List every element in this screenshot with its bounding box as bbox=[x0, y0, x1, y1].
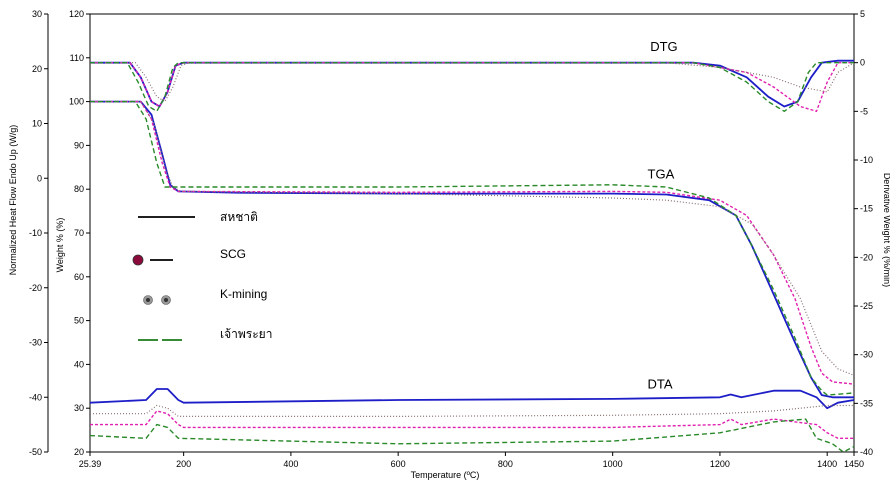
derivative-tick-label: -15 bbox=[860, 204, 873, 214]
tga-series-line bbox=[90, 100, 855, 396]
plot-frame bbox=[89, 13, 855, 453]
weight-tick-label: 120 bbox=[69, 9, 84, 19]
derivative-tick-label: 5 bbox=[860, 9, 865, 19]
x-tick-label: 200 bbox=[176, 459, 191, 469]
x-tick-label: 600 bbox=[391, 459, 406, 469]
x-tick-label: 1000 bbox=[603, 459, 623, 469]
derivative-tick-label: -35 bbox=[860, 398, 873, 408]
dta-series-line bbox=[90, 410, 854, 439]
heatflow-tick-label: 20 bbox=[32, 64, 42, 74]
heatflow-tick-label: 10 bbox=[32, 119, 42, 129]
derivative-tick-label: 0 bbox=[860, 58, 865, 68]
y-axis-title-derivative: Derivative Weight % (%/min) bbox=[882, 173, 890, 287]
curve-label-dta: DTA bbox=[648, 376, 673, 391]
legend-label: เจ้าพระยา bbox=[220, 327, 272, 341]
dta-series-line bbox=[90, 404, 854, 417]
heatflow-tick-label: -40 bbox=[29, 392, 42, 402]
x-tick-label: 400 bbox=[283, 459, 298, 469]
dtg-series-line bbox=[90, 62, 855, 103]
dta-series-line bbox=[89, 388, 855, 410]
weight-tick-label: 40 bbox=[74, 359, 84, 369]
curve-label-dtg: DTG bbox=[650, 39, 677, 54]
x-tick-label: 1200 bbox=[710, 459, 730, 469]
legend-label: SCG bbox=[220, 247, 246, 261]
derivative-tick-label: -25 bbox=[860, 301, 873, 311]
weight-tick-label: 70 bbox=[74, 228, 84, 238]
x-tick-label: 800 bbox=[498, 459, 513, 469]
legend-marker-core bbox=[164, 298, 168, 302]
curve-labels-layer: DTG TGA DTA bbox=[648, 39, 678, 391]
tga-series-line bbox=[90, 100, 855, 385]
heatflow-tick-label: 30 bbox=[32, 9, 42, 19]
weight-tick-label: 30 bbox=[74, 403, 84, 413]
x-tick-label: 25.39 bbox=[79, 459, 102, 469]
derivative-tick-label: -20 bbox=[860, 252, 873, 262]
x-tick-label: 1450 bbox=[844, 459, 864, 469]
dtg-series-line bbox=[90, 59, 854, 108]
tga-series-line bbox=[90, 100, 855, 376]
y-axis-title-heatflow: Normalized Heat Flow Endo Up (W/g) bbox=[8, 125, 18, 276]
dtg-series-line bbox=[90, 62, 854, 113]
dtg-series-line bbox=[90, 62, 854, 113]
heatflow-tick-label: -10 bbox=[29, 228, 42, 238]
legend-marker-swatch bbox=[132, 254, 144, 266]
legend: สหชาติ SCG K-mining เจ้าพระยา bbox=[132, 210, 272, 341]
weight-tick-label: 100 bbox=[69, 97, 84, 107]
legend-marker-core bbox=[146, 298, 150, 302]
derivative-tick-label: -30 bbox=[860, 350, 873, 360]
weight-tick-label: 80 bbox=[74, 184, 84, 194]
legend-label: K-mining bbox=[220, 287, 267, 301]
weight-tick-label: 20 bbox=[74, 447, 84, 457]
dta-series-line bbox=[89, 418, 855, 453]
weight-tick-label: 90 bbox=[74, 140, 84, 150]
chart-frame bbox=[89, 13, 855, 453]
weight-tick-label: 50 bbox=[74, 316, 84, 326]
y-axis-title-weight: Weight % (%) bbox=[55, 218, 65, 273]
curve-label-tga: TGA bbox=[648, 166, 675, 181]
heatflow-tick-label: -30 bbox=[29, 338, 42, 348]
derivative-tick-label: -5 bbox=[860, 106, 868, 116]
legend-label: สหชาติ bbox=[220, 210, 258, 224]
derivative-tick-label: -40 bbox=[860, 447, 873, 457]
x-axis-title: Temperature (ºC) bbox=[411, 470, 480, 480]
weight-tick-label: 110 bbox=[70, 53, 84, 63]
tga-series-line bbox=[90, 100, 854, 399]
x-tick-label: 1400 bbox=[817, 459, 837, 469]
axes-layer: 25.39 200 400 600 800 1000 1200 1400 14501201101… bbox=[29, 9, 873, 469]
series-layer bbox=[89, 59, 855, 453]
weight-tick-label: 60 bbox=[74, 272, 84, 282]
heatflow-tick-label: -50 bbox=[29, 447, 42, 457]
heatflow-tick-label: -20 bbox=[29, 283, 42, 293]
heatflow-tick-label: 0 bbox=[37, 173, 42, 183]
derivative-tick-label: -10 bbox=[860, 155, 873, 165]
